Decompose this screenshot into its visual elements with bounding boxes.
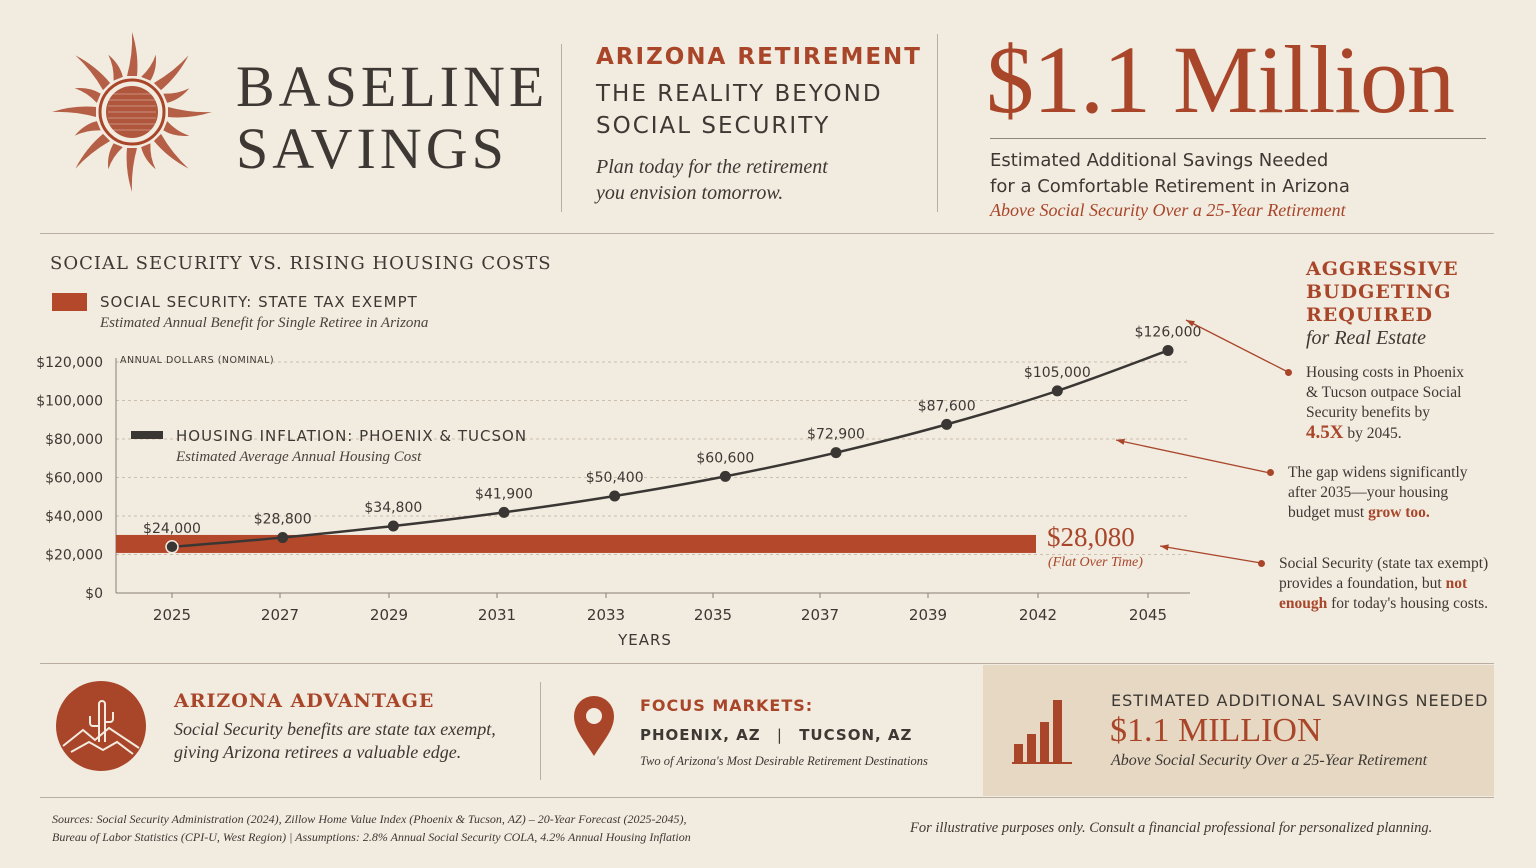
y-tick-label: $120,000 bbox=[36, 355, 103, 371]
housing-data-label: $24,000 bbox=[143, 521, 201, 537]
note-foundation: Social Security (state tax exempt) provi… bbox=[1279, 555, 1489, 612]
disclaimer: For illustrative purposes only. Consult … bbox=[910, 820, 1433, 836]
ss-value-sub: (Flat Over Time) bbox=[1048, 555, 1143, 570]
housing-point bbox=[830, 447, 842, 459]
housing-data-label: $126,000 bbox=[1135, 324, 1202, 340]
arrow-outpace-head bbox=[1186, 320, 1195, 327]
housing-point bbox=[498, 506, 510, 518]
note-outpace: Housing costs in Phoenix & Tucson outpac… bbox=[1306, 364, 1465, 443]
housing-data-label: $72,900 bbox=[807, 427, 865, 443]
savings-panel bbox=[983, 665, 1494, 796]
ss-bar bbox=[116, 534, 1036, 553]
y-tick-label: $60,000 bbox=[45, 471, 103, 487]
x-tick-label: 2029 bbox=[370, 606, 408, 624]
cactus-icon bbox=[55, 680, 147, 772]
x-tick-label: 2039 bbox=[909, 606, 947, 624]
housing-data-label: $28,800 bbox=[254, 512, 312, 528]
headline-description: Estimated Additional Savings Needed for … bbox=[990, 150, 1350, 197]
housing-data-label: $60,600 bbox=[696, 450, 754, 466]
sun-ray bbox=[74, 121, 101, 136]
sun-ray bbox=[52, 106, 96, 117]
sun-icon bbox=[46, 30, 218, 194]
sun-ray bbox=[153, 55, 189, 91]
sun-ray bbox=[153, 133, 189, 169]
sun-ray bbox=[127, 32, 138, 76]
ss-legend-sub: Estimated Annual Benefit for Single Reti… bbox=[100, 315, 429, 331]
aggressive-budgeting-sub: for Real Estate bbox=[1306, 327, 1426, 349]
sun-ray bbox=[108, 143, 123, 170]
x-tick-label: 2031 bbox=[478, 606, 516, 624]
arrow-foundation-head bbox=[1160, 544, 1169, 551]
x-tick-label: 2042 bbox=[1019, 606, 1057, 624]
housing-point bbox=[609, 490, 621, 502]
arrow-outpace bbox=[1185, 319, 1289, 373]
housing-legend-swatch bbox=[131, 431, 163, 439]
housing-data-label: $87,600 bbox=[918, 398, 976, 414]
housing-point bbox=[387, 520, 399, 532]
y-tick-label: $20,000 bbox=[45, 548, 103, 564]
page-title: BASELINE SAVINGS bbox=[236, 54, 549, 181]
savings-panel-kicker: ESTIMATED ADDITIONAL SAVINGS NEEDED bbox=[1111, 691, 1489, 710]
sun-ray bbox=[126, 148, 137, 192]
headline-note: Above Social Security Over a 25-Year Ret… bbox=[990, 200, 1346, 220]
housing-data-label: $50,400 bbox=[586, 470, 644, 486]
sun-ray bbox=[75, 55, 111, 91]
housing-point bbox=[277, 532, 289, 544]
sun-ray bbox=[168, 107, 212, 118]
housing-point bbox=[1051, 385, 1063, 397]
headline-number: $1.1 Million bbox=[986, 26, 1455, 133]
y-tick-label: $40,000 bbox=[45, 509, 103, 525]
ss-value-label: $28,080 bbox=[1047, 522, 1135, 552]
header-kicker: ARIZONA RETIREMENT bbox=[596, 44, 922, 70]
housing-point bbox=[719, 470, 731, 482]
sun-ray bbox=[141, 54, 156, 81]
x-axis-title: YEARS bbox=[617, 631, 672, 649]
housing-point bbox=[1162, 344, 1174, 356]
sun-ray bbox=[74, 88, 101, 103]
housing-point bbox=[941, 418, 953, 430]
focus-markets-title: FOCUS MARKETS: bbox=[640, 696, 814, 715]
x-tick-label: 2045 bbox=[1129, 606, 1167, 624]
y-tick-label: $100,000 bbox=[36, 394, 103, 410]
sun-ray bbox=[108, 54, 123, 81]
sun-ray bbox=[75, 133, 111, 169]
y-tick-label: $80,000 bbox=[45, 432, 103, 448]
x-tick-label: 2025 bbox=[153, 606, 191, 624]
arizona-advantage-title: ARIZONA ADVANTAGE bbox=[174, 690, 435, 712]
x-tick-label: 2027 bbox=[261, 606, 299, 624]
housing-data-label: $105,000 bbox=[1024, 365, 1091, 381]
sun-ray bbox=[163, 121, 190, 136]
ss-legend-label: SOCIAL SECURITY: STATE TAX EXEMPT bbox=[100, 293, 418, 311]
y-tick-label: $0 bbox=[85, 586, 103, 602]
housing-legend-label: HOUSING INFLATION: PHOENIX & TUCSON bbox=[176, 427, 528, 445]
header-subtitle: THE REALITY BEYOND SOCIAL SECURITY bbox=[596, 81, 883, 139]
bar-chart-icon bbox=[1012, 700, 1074, 764]
sources: Sources: Social Security Administration … bbox=[52, 812, 691, 844]
x-tick-label: 2033 bbox=[587, 606, 625, 624]
ss-legend-swatch bbox=[52, 293, 87, 311]
savings-panel-sub: Above Social Security Over a 25-Year Ret… bbox=[1111, 752, 1428, 769]
map-pin-icon bbox=[572, 694, 616, 758]
note-gap: The gap widens significantly after 2035—… bbox=[1288, 464, 1468, 521]
chart-section-title: SOCIAL SECURITY VS. RISING HOUSING COSTS bbox=[50, 253, 552, 274]
housing-data-label: $41,900 bbox=[475, 486, 533, 502]
arrow-gap-head bbox=[1116, 438, 1125, 445]
sun-ray bbox=[163, 88, 190, 103]
arizona-advantage-text: Social Security benefits are state tax e… bbox=[174, 719, 496, 762]
x-tick-label: 2035 bbox=[694, 606, 732, 624]
arrow-gap bbox=[1115, 439, 1271, 474]
savings-panel-number: $1.1 MILLION bbox=[1110, 712, 1322, 749]
x-tick-label: 2037 bbox=[801, 606, 839, 624]
aggressive-budgeting-title: AGGRESSIVE BUDGETING REQUIRED bbox=[1306, 258, 1459, 326]
housing-point bbox=[165, 540, 179, 554]
focus-markets-cities: PHOENIX, AZ | TUCSON, AZ bbox=[640, 726, 913, 744]
arrow-foundation bbox=[1159, 545, 1262, 564]
housing-data-label: $34,800 bbox=[364, 500, 422, 516]
sun-ray bbox=[141, 143, 156, 170]
focus-markets-sub: Two of Arizona's Most Desirable Retireme… bbox=[640, 754, 928, 768]
y-axis-title: ANNUAL DOLLARS (NOMINAL) bbox=[120, 355, 274, 366]
header-tagline: Plan today for the retirement you envisi… bbox=[596, 156, 828, 204]
housing-legend-sub: Estimated Average Annual Housing Cost bbox=[176, 449, 422, 465]
